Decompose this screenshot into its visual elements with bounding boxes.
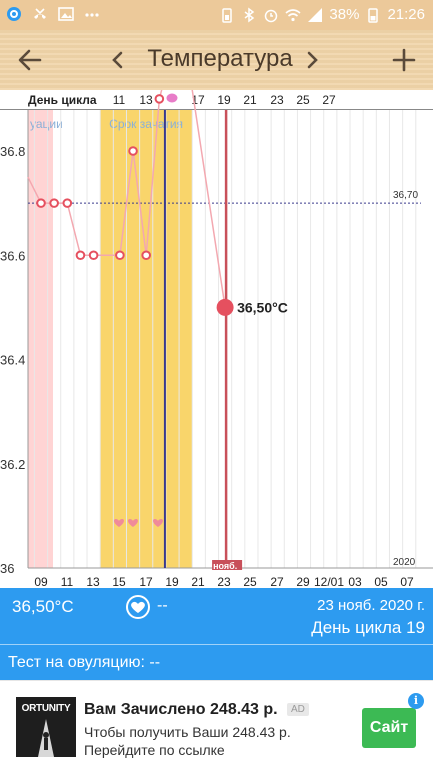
temperature-point-selected	[216, 298, 234, 316]
x-date-label: 09	[34, 575, 48, 588]
day-info-bar: 36,50°C -- 23 нояб. 2020 г. День цикла 1…	[0, 588, 433, 644]
cycle-day-header	[0, 90, 433, 110]
status-left-icons	[6, 6, 100, 22]
temperature-point	[75, 250, 86, 261]
previous-chevron-icon[interactable]	[108, 48, 128, 72]
battery-saver-icon	[222, 7, 233, 23]
fertile-window-label: Срок зачатия	[109, 117, 183, 131]
ad-info-icon[interactable]: i	[408, 693, 424, 709]
today-tag-background	[212, 560, 243, 570]
app-bar: Температура	[0, 30, 433, 90]
y-tick-label: 36.2	[0, 457, 25, 472]
temperature-point	[62, 198, 73, 208]
x-date-label: 12/01	[314, 575, 344, 588]
battery-percent: 38%	[329, 6, 360, 23]
ovulation-day-marker-icon	[166, 93, 178, 103]
cycle-day-label: 23	[270, 93, 284, 107]
ad-body: Чтобы получить Ваши 248.43 р. Перейдите …	[84, 724, 291, 758]
cycle-day-label: 27	[322, 93, 336, 107]
cycle-day-label: 21	[243, 93, 257, 107]
x-date-label: 19	[165, 575, 179, 588]
temperature-point	[36, 198, 46, 208]
selected-temperature[interactable]: 36,50°C	[12, 597, 74, 616]
y-tick-label: 36.6	[0, 248, 25, 263]
today-tag-label: нояб.	[213, 561, 237, 571]
selected-date: 23 нояб. 2020 г.	[317, 597, 425, 614]
x-date-label: 27	[270, 575, 284, 588]
y-tick-label: 36.8	[0, 144, 25, 159]
x-date-label: 07	[400, 575, 414, 588]
signal-icon	[308, 7, 323, 22]
temperature-point	[154, 94, 165, 104]
ovulation-test-label: Тест на овуляцию: --	[8, 654, 161, 671]
cycle-day-label: 25	[296, 93, 310, 107]
x-date-label: 23	[217, 575, 231, 588]
menstruation-band	[28, 110, 53, 568]
temperature-point	[115, 250, 125, 261]
y-tick-label: 36.4	[0, 353, 25, 368]
x-date-label: 11	[61, 575, 74, 588]
intercourse-heart-icon	[114, 519, 124, 527]
status-right-icons: 38% 21:26	[219, 6, 425, 23]
ad-badge: AD	[287, 703, 309, 716]
add-icon[interactable]	[388, 44, 420, 76]
year-label: 2020	[393, 557, 416, 568]
bluetooth-icon	[244, 7, 255, 22]
ad-thumbnail-text: ORTUNITY	[21, 703, 71, 714]
temperature-point	[141, 250, 151, 261]
next-chevron-icon[interactable]	[302, 48, 322, 72]
alarm-icon	[265, 9, 278, 22]
image-icon	[58, 7, 74, 21]
x-date-label: 25	[243, 575, 257, 588]
more-icon	[85, 13, 99, 17]
cycle-day-label: 11	[113, 93, 126, 107]
missed-call-icon	[34, 8, 46, 19]
battery-icon	[368, 7, 379, 23]
menstruation-band-label: уации	[30, 117, 63, 131]
wifi-icon	[285, 8, 301, 21]
temperature-point	[49, 198, 59, 208]
ad-banner[interactable]: ORTUNITY Вам Зачислено 248.43 р. AD Чтоб…	[0, 680, 433, 770]
intercourse-heart-icon	[128, 519, 138, 527]
fertile-window-band	[100, 110, 193, 568]
x-date-label: 15	[112, 575, 126, 588]
intercourse-note: --	[157, 597, 168, 614]
back-arrow-icon[interactable]	[14, 44, 46, 76]
x-date-label: 05	[374, 575, 388, 588]
ad-thumbnail[interactable]: ORTUNITY	[16, 697, 76, 757]
selected-temperature-label: 36,50°C	[237, 299, 288, 315]
intercourse-heart-icon	[153, 519, 163, 527]
page-title: Температура	[147, 45, 293, 72]
plot-background	[28, 110, 421, 568]
coverline-label: 36,70	[393, 190, 418, 201]
selected-cycle-day: День цикла 19	[311, 618, 425, 637]
temperature-point	[88, 250, 99, 261]
ovulation-test-bar[interactable]: Тест на овуляцию: --	[0, 644, 433, 680]
ad-cta-button[interactable]: Сайт	[362, 708, 416, 748]
y-tick-label: 36	[0, 561, 14, 576]
x-date-label: 03	[348, 575, 362, 588]
ad-headline[interactable]: Вам Зачислено 248.43 р.	[84, 701, 278, 718]
ad-person-icon	[38, 719, 54, 757]
x-date-label: 29	[296, 575, 310, 588]
cycle-day-label: 19	[217, 93, 231, 107]
intercourse-toggle-button[interactable]	[126, 595, 150, 619]
temperature-point	[128, 146, 138, 156]
cycle-day-header-label: День цикла	[28, 93, 97, 107]
x-date-label: 13	[86, 575, 100, 588]
heart-icon	[131, 601, 145, 613]
clock: 21:26	[387, 6, 425, 23]
cycle-day-label: 13	[139, 93, 153, 107]
x-date-label: 17	[139, 575, 153, 588]
app-notification-icon	[7, 7, 21, 21]
x-date-label: 21	[191, 575, 205, 588]
status-bar: 38% 21:26	[0, 0, 433, 30]
